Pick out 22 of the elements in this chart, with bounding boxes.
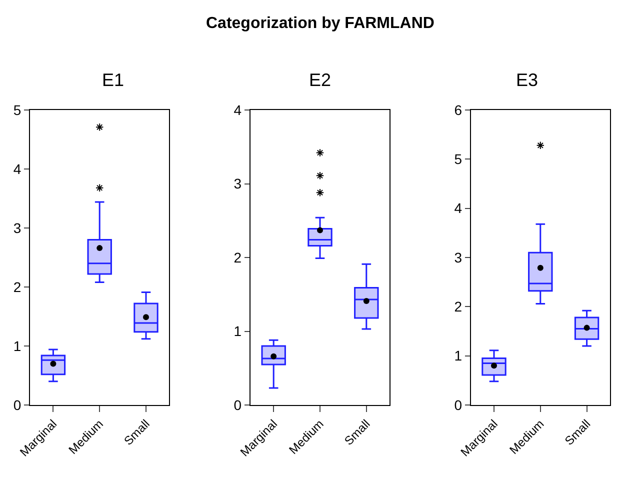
y-tick-label: 4: [234, 102, 242, 118]
y-tick-label: 0: [234, 396, 242, 413]
y-tick-label: 3: [234, 176, 242, 192]
y-tick-label: 1: [13, 338, 22, 354]
chart-title: E3: [516, 70, 538, 90]
y-tick-label: 4: [13, 160, 22, 177]
chart-title: E1: [102, 70, 124, 90]
y-tick-label: 5: [454, 151, 462, 168]
y-tick-label: 3: [13, 220, 22, 236]
y-tick-label: 2: [234, 249, 242, 266]
y-tick-label: 0: [13, 396, 22, 413]
y-tick-label: 1: [454, 348, 462, 364]
y-tick-label: 4: [454, 200, 462, 216]
text: Categorization by FARMLAND: [206, 15, 434, 32]
y-tick-label: 3: [454, 249, 462, 266]
y-tick-label: 1: [234, 323, 242, 340]
y-tick-label: 2: [13, 278, 22, 295]
y-tick-label: 2: [454, 298, 462, 315]
y-tick-label: 0: [454, 396, 462, 413]
y-tick-label: 6: [454, 102, 462, 118]
chart-title: E2: [309, 70, 332, 90]
y-tick-label: 5: [13, 102, 22, 118]
